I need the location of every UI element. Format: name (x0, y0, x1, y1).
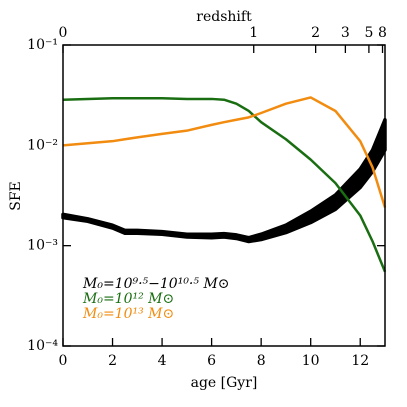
x-tick-label: 6 (207, 353, 216, 369)
legend-entry: M₀=10⁹·⁵−10¹⁰·⁵ M⊙ (82, 276, 230, 292)
y-axis-label: SFE (8, 181, 24, 211)
x2-tick-label: 0 (59, 25, 68, 41)
legend-entry: M₀=10¹² M⊙ (82, 291, 174, 307)
x-tick-label: 2 (108, 353, 117, 369)
x2-tick-label: 5 (364, 25, 373, 41)
x-tick-label: 8 (257, 353, 266, 369)
plot-frame (62, 44, 386, 347)
y-tick-label: 10⁻⁴ (27, 338, 58, 354)
y-tick-label: 10⁻³ (27, 238, 58, 254)
x2-tick-label: 2 (311, 25, 320, 41)
legend-entry: M₀=10¹³ M⊙ (82, 306, 174, 322)
x-tick-label: 0 (59, 353, 68, 369)
line (62, 96, 387, 273)
x-tick-label: 12 (351, 353, 369, 369)
x-tick-label: 10 (302, 353, 320, 369)
x-tick-label: 4 (158, 353, 167, 369)
x2-axis-label: redshift (196, 9, 252, 25)
y-tick-label: 10⁻² (27, 137, 58, 153)
x2-tick-label: 8 (378, 25, 387, 41)
band (61, 117, 387, 244)
x-axis-label: age [Gyr] (191, 375, 258, 391)
x2-tick-label: 3 (341, 25, 350, 41)
y-tick-label: 10⁻¹ (27, 37, 58, 53)
x2-tick-label: 1 (249, 25, 258, 41)
line (62, 96, 387, 208)
